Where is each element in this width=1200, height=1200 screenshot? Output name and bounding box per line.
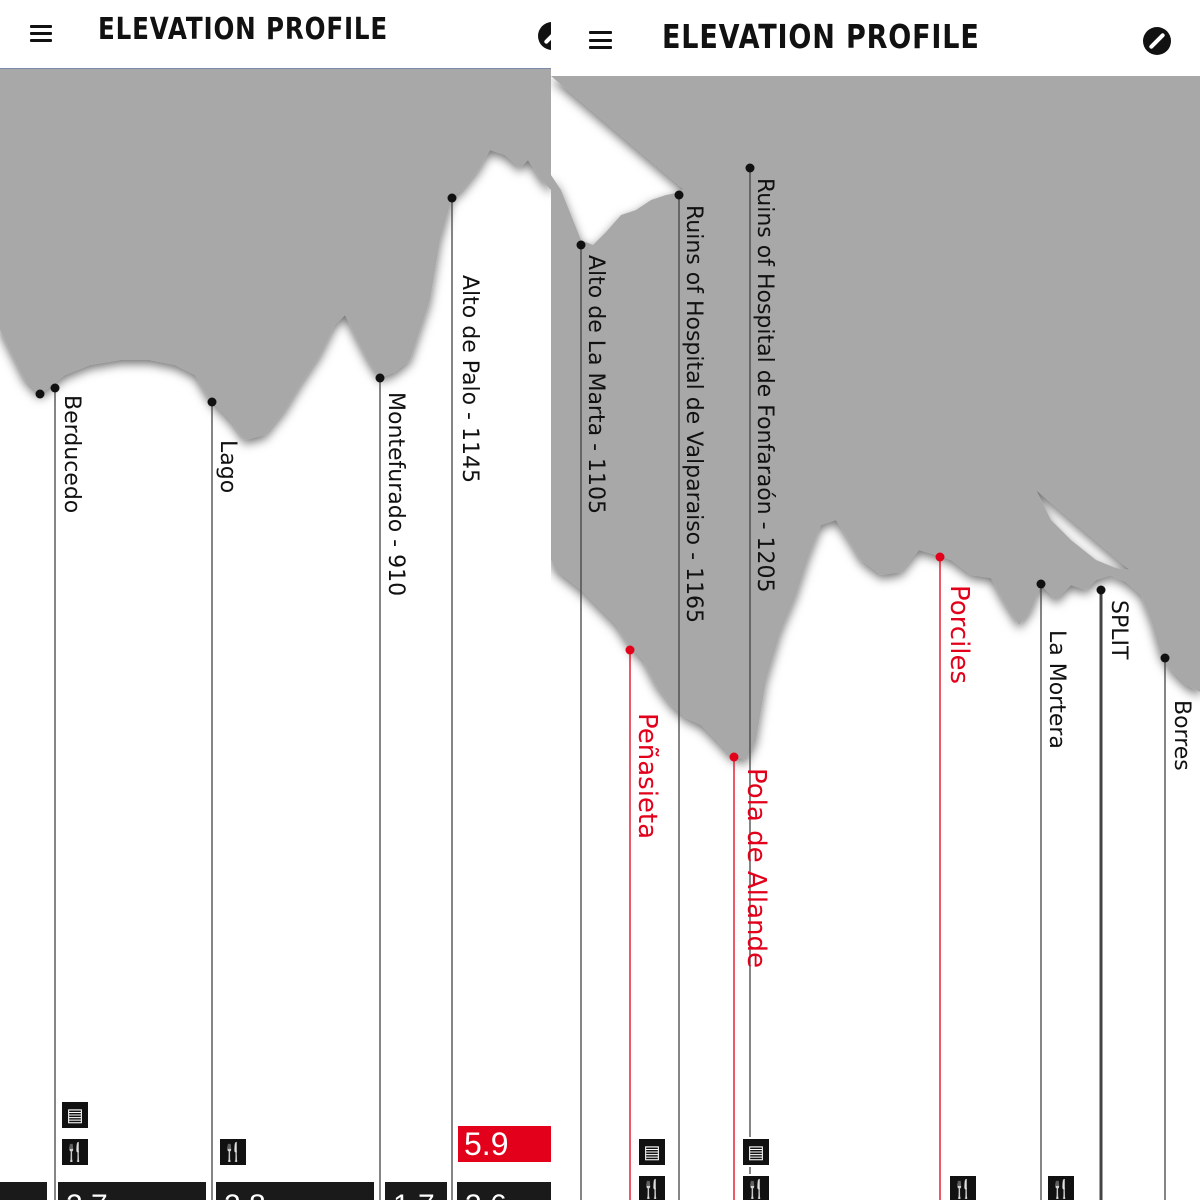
segment-distance: 1.7 bbox=[385, 1182, 447, 1200]
waypoint-label: Montefurado - 910 bbox=[383, 392, 408, 597]
segment-distance: 3.6 bbox=[457, 1182, 551, 1200]
fork-knife-icon: 🍴 bbox=[1046, 1174, 1076, 1200]
waypoint-label: Ruins of Hospital de Fonfaraón - 1205 bbox=[752, 178, 777, 593]
menu-icon[interactable] bbox=[589, 31, 612, 49]
waypoint-label: Lago bbox=[215, 440, 240, 494]
compass-icon[interactable] bbox=[1143, 27, 1171, 55]
segment-distance-highlight[interactable]: 5.9 bbox=[458, 1126, 551, 1162]
waypoint-label: Alto de La Marta - 1105 bbox=[583, 255, 608, 514]
waypoint-label: Borres bbox=[1169, 700, 1194, 771]
left-screen: ELEVATION PROFILE Berducedo Lago Montefu… bbox=[0, 0, 551, 1200]
waypoint-label: La Mortera bbox=[1044, 630, 1069, 749]
segment-distance bbox=[0, 1182, 47, 1200]
sky-area bbox=[0, 68, 551, 440]
waypoint-label: Alto de Palo - 1145 bbox=[457, 275, 482, 483]
waypoint-label: Porciles bbox=[944, 585, 974, 685]
app-header: ELEVATION PROFILE bbox=[551, 0, 1200, 76]
sky-area bbox=[551, 76, 1200, 760]
bed-icon: ▤ bbox=[637, 1137, 667, 1167]
bed-icon: ▤ bbox=[60, 1100, 90, 1130]
compass-icon[interactable] bbox=[538, 22, 551, 50]
app-header: ELEVATION PROFILE bbox=[0, 0, 551, 69]
fork-knife-icon: 🍴 bbox=[948, 1174, 978, 1200]
waypoint-label: Peñasieta bbox=[632, 713, 662, 840]
fork-knife-icon: 🍴 bbox=[741, 1174, 771, 1200]
elevation-chart-right bbox=[551, 76, 1200, 1200]
waypoint-label: Ruins of Hospital de Valparaiso - 1165 bbox=[681, 205, 706, 624]
waypoint-label: SPLIT bbox=[1106, 600, 1131, 660]
bed-icon: ▤ bbox=[741, 1137, 771, 1167]
fork-knife-icon: 🍴 bbox=[637, 1174, 667, 1200]
waypoint-label: Pola de Allande bbox=[741, 768, 771, 968]
elevation-chart-left bbox=[0, 68, 551, 1200]
menu-icon[interactable] bbox=[30, 25, 52, 42]
fork-knife-icon: 🍴 bbox=[218, 1137, 248, 1167]
fork-knife-icon: 🍴 bbox=[60, 1137, 90, 1167]
segment-distance: 2.8 bbox=[216, 1182, 374, 1200]
page-title: ELEVATION PROFILE bbox=[662, 17, 980, 56]
segment-distance: 2.7 bbox=[58, 1182, 206, 1200]
waypoint-label: Berducedo bbox=[59, 395, 84, 514]
right-screen: ELEVATION PROFILE Alto de La Marta - 110… bbox=[551, 0, 1200, 1200]
page-title: ELEVATION PROFILE bbox=[98, 12, 389, 47]
